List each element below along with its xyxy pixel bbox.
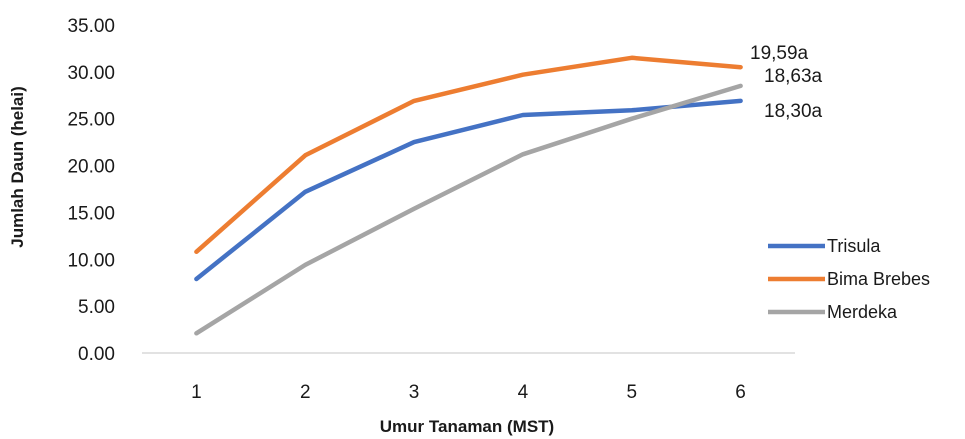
x-tick-label: 2 xyxy=(300,382,311,403)
series-line-2 xyxy=(194,55,743,255)
annotation-label-1: 19,59a xyxy=(750,43,809,64)
y-tick-label: 30.00 xyxy=(67,63,115,84)
y-tick-label: 15.00 xyxy=(67,203,115,224)
legend-label-3: Merdeka xyxy=(827,302,898,322)
y-tick-label: 20.00 xyxy=(67,157,115,178)
series-line-3 xyxy=(194,83,743,336)
y-tick-label: 25.00 xyxy=(67,110,115,131)
x-tick-label: 5 xyxy=(626,382,637,403)
legend-label-1: Trisula xyxy=(827,236,881,256)
legend-label-2: Bima Brebes xyxy=(827,269,930,289)
legend: Trisula Bima Brebes Merdeka xyxy=(768,236,930,322)
annotation-label-2: 18,63a xyxy=(764,66,823,87)
x-axis-title: Umur Tanaman (MST) xyxy=(380,417,554,436)
x-tick-label: 1 xyxy=(191,382,202,403)
y-tick-label: 10.00 xyxy=(67,250,115,271)
y-tick-label: 5.00 xyxy=(78,297,115,318)
y-axis-title: Jumlah Daun (helai) xyxy=(8,86,27,248)
x-tick-label: 6 xyxy=(735,382,746,403)
x-tick-label: 3 xyxy=(409,382,420,403)
y-tick-label: 0.00 xyxy=(78,344,115,365)
x-tick-label: 4 xyxy=(518,382,529,403)
annotation-label-3: 18,30a xyxy=(764,101,823,122)
series-lines xyxy=(194,55,743,336)
y-tick-label: 35.00 xyxy=(67,16,115,37)
series-line-1 xyxy=(194,98,743,282)
x-axis-ticks: 1 2 3 4 5 6 xyxy=(191,382,746,403)
annotations: 19,59a 18,63a 18,30a xyxy=(750,43,823,122)
y-axis-ticks: 0.00 5.00 10.00 15.00 20.00 25.00 30.00 35.00 xyxy=(67,16,115,365)
